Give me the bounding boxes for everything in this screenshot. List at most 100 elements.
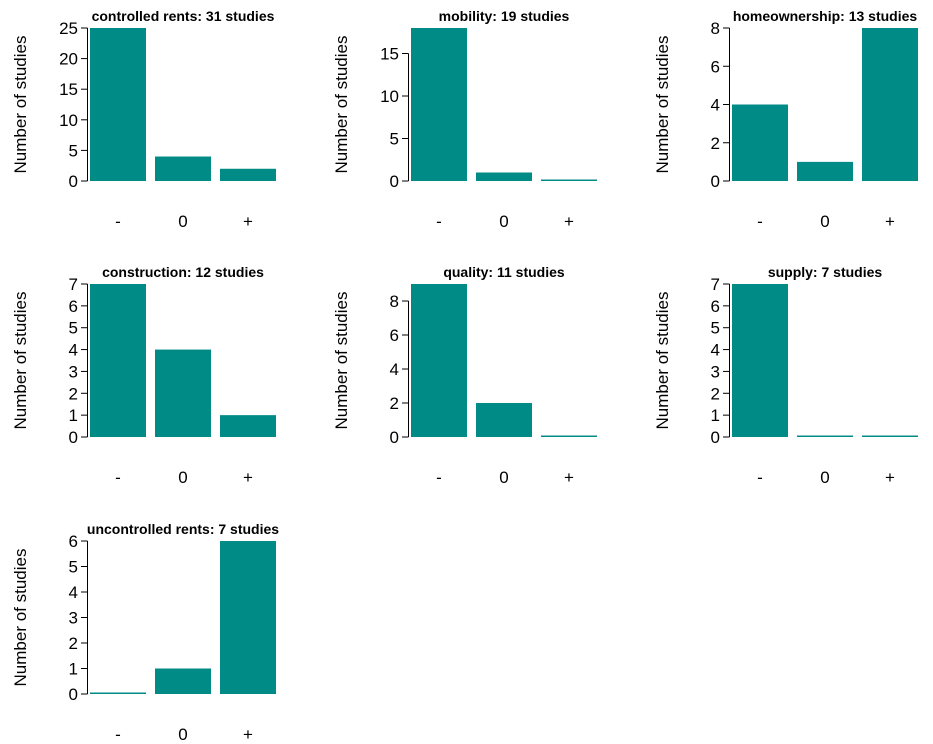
category-label: 0 (178, 212, 187, 231)
y-tick-label: 1 (711, 406, 720, 425)
y-tick-label: 8 (711, 19, 720, 38)
y-tick-label: 8 (390, 292, 399, 311)
category-label: - (115, 725, 121, 744)
chart-panel: mobility: 19 studies - 0 +0 5 10 15 Number of s… (332, 8, 597, 231)
chart-title: homeownership: 13 studies (733, 8, 918, 24)
category-label: - (757, 212, 763, 231)
y-tick-label: 4 (69, 583, 78, 602)
bar (541, 435, 597, 437)
bar (411, 28, 467, 181)
y-tick-label: 10 (380, 87, 399, 106)
bar (797, 161, 853, 181)
chart-title: construction: 12 studies (102, 264, 264, 280)
category-label: 0 (178, 725, 187, 744)
category-label: - (757, 468, 763, 487)
bar (541, 179, 597, 181)
bar (90, 284, 146, 437)
y-tick-label: 4 (390, 360, 399, 379)
bar (862, 28, 918, 181)
bar (90, 692, 146, 694)
chart-title: mobility: 19 studies (439, 8, 570, 24)
y-tick-label: 0 (390, 172, 399, 191)
y-tick-label: 3 (711, 362, 720, 381)
chart-panel: controlled rents: 31 studies - 0 +0 5 10 15 20 2… (11, 8, 276, 231)
y-tick-label: 6 (390, 326, 399, 345)
y-tick-label: 0 (390, 428, 399, 447)
y-tick-label: 25 (59, 19, 78, 38)
y-tick-label: 0 (711, 428, 720, 447)
category-label: - (436, 468, 442, 487)
chart-title: quality: 11 studies (443, 264, 565, 280)
category-label: 0 (820, 468, 829, 487)
bar (90, 28, 146, 181)
bar (797, 435, 853, 437)
category-label: + (243, 468, 253, 487)
bar (155, 668, 211, 694)
y-tick-label: 4 (69, 341, 78, 360)
y-tick-label: 2 (711, 384, 720, 403)
y-tick-label: 6 (69, 532, 78, 551)
chart-panel: homeownership: 13 studies - 0 +0 2 4 6 8 Number … (653, 8, 918, 231)
y-tick-label: 5 (69, 558, 78, 577)
category-label: 0 (820, 212, 829, 231)
category-label: 0 (178, 468, 187, 487)
chart-title: uncontrolled rents: 7 studies (87, 521, 279, 537)
y-tick-label: 0 (69, 172, 78, 191)
y-tick-label: 0 (69, 428, 78, 447)
category-label: - (436, 212, 442, 231)
bar (155, 349, 211, 437)
chart-panel: uncontrolled rents: 7 studies - 0 +0 1 2 3 4 5 6 N… (11, 521, 279, 744)
y-tick-label: 1 (69, 406, 78, 425)
category-label: 0 (499, 468, 508, 487)
category-label: + (885, 468, 895, 487)
bar (220, 168, 276, 181)
chart-title: supply: 7 studies (768, 264, 883, 280)
y-tick-label: 7 (69, 275, 78, 294)
chart-title: controlled rents: 31 studies (92, 8, 275, 24)
y-axis-label: Number of studies (332, 36, 351, 174)
bar (732, 284, 788, 437)
y-axis-label: Number of studies (653, 36, 672, 174)
category-label: + (243, 212, 253, 231)
y-tick-label: 1 (69, 660, 78, 679)
category-label: + (243, 725, 253, 744)
bar (732, 104, 788, 181)
y-axis-label: Number of studies (653, 292, 672, 430)
category-label: + (885, 212, 895, 231)
y-tick-label: 5 (69, 141, 78, 160)
y-axis-label: Number of studies (11, 292, 30, 430)
y-tick-label: 0 (69, 685, 78, 704)
bar (862, 435, 918, 437)
y-tick-label: 3 (69, 362, 78, 381)
y-tick-label: 5 (711, 319, 720, 338)
y-tick-label: 4 (711, 96, 720, 115)
chart-panel: construction: 12 studies - 0 +0 1 2 3 4 5 6 7 Numbe… (11, 264, 276, 487)
y-tick-label: 2 (69, 384, 78, 403)
category-label: + (564, 212, 574, 231)
bar (476, 172, 532, 181)
y-tick-label: 7 (711, 275, 720, 294)
y-tick-label: 4 (711, 341, 720, 360)
y-tick-label: 20 (59, 50, 78, 69)
category-label: + (564, 468, 574, 487)
y-tick-label: 15 (380, 45, 399, 64)
y-tick-label: 15 (59, 80, 78, 99)
y-tick-label: 6 (69, 297, 78, 316)
y-tick-label: 5 (390, 130, 399, 149)
bar (220, 541, 276, 694)
category-label: 0 (499, 212, 508, 231)
chart-panel: supply: 7 studies - 0 +0 1 2 3 4 5 6 7 Number of st… (653, 264, 918, 487)
chart-panel: quality: 11 studies - 0 +0 2 4 6 8 Number of stu… (332, 264, 597, 487)
bar (155, 156, 211, 181)
y-axis-label: Number of studies (11, 549, 30, 687)
y-tick-label: 2 (711, 134, 720, 153)
y-axis-label: Number of studies (332, 292, 351, 430)
bar (220, 415, 276, 437)
y-axis-label: Number of studies (11, 36, 30, 174)
bar (411, 284, 467, 437)
y-tick-label: 5 (69, 319, 78, 338)
y-tick-label: 0 (711, 172, 720, 191)
y-tick-label: 6 (711, 57, 720, 76)
y-tick-label: 10 (59, 111, 78, 130)
